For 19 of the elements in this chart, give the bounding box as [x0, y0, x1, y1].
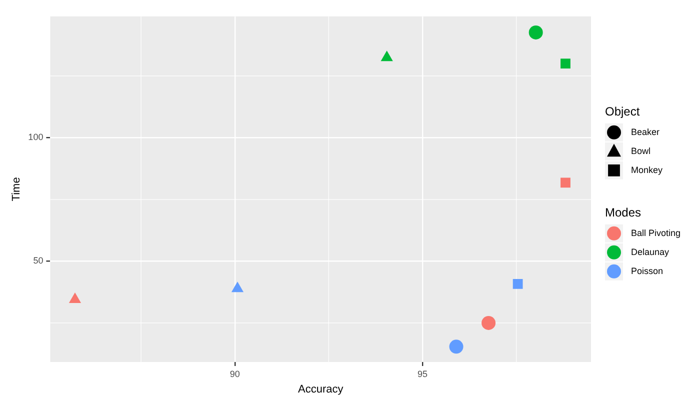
point: [231, 282, 244, 292]
x-axis-title: Accuracy: [298, 383, 344, 396]
legend-label: Delaunay: [631, 246, 670, 257]
legend-label: Beaker: [631, 126, 660, 137]
x-tick-label: 90: [230, 368, 240, 379]
legend-label: Ball Pivoting: [631, 228, 681, 238]
y-axis-title: Time: [10, 177, 23, 202]
text: Modes: [605, 206, 642, 220]
point: [68, 292, 82, 303]
y-tick-label: 50: [33, 256, 44, 266]
legend-label: Monkey: [631, 164, 664, 175]
text: Object: [605, 104, 640, 119]
point: [380, 50, 393, 62]
x-tick-label: 95: [417, 368, 428, 379]
legend-label: Bowl: [631, 146, 651, 156]
y-tick-label: 100: [28, 132, 44, 142]
point: [449, 340, 464, 354]
point: [482, 316, 496, 330]
legend-label: Poisson: [631, 266, 664, 276]
